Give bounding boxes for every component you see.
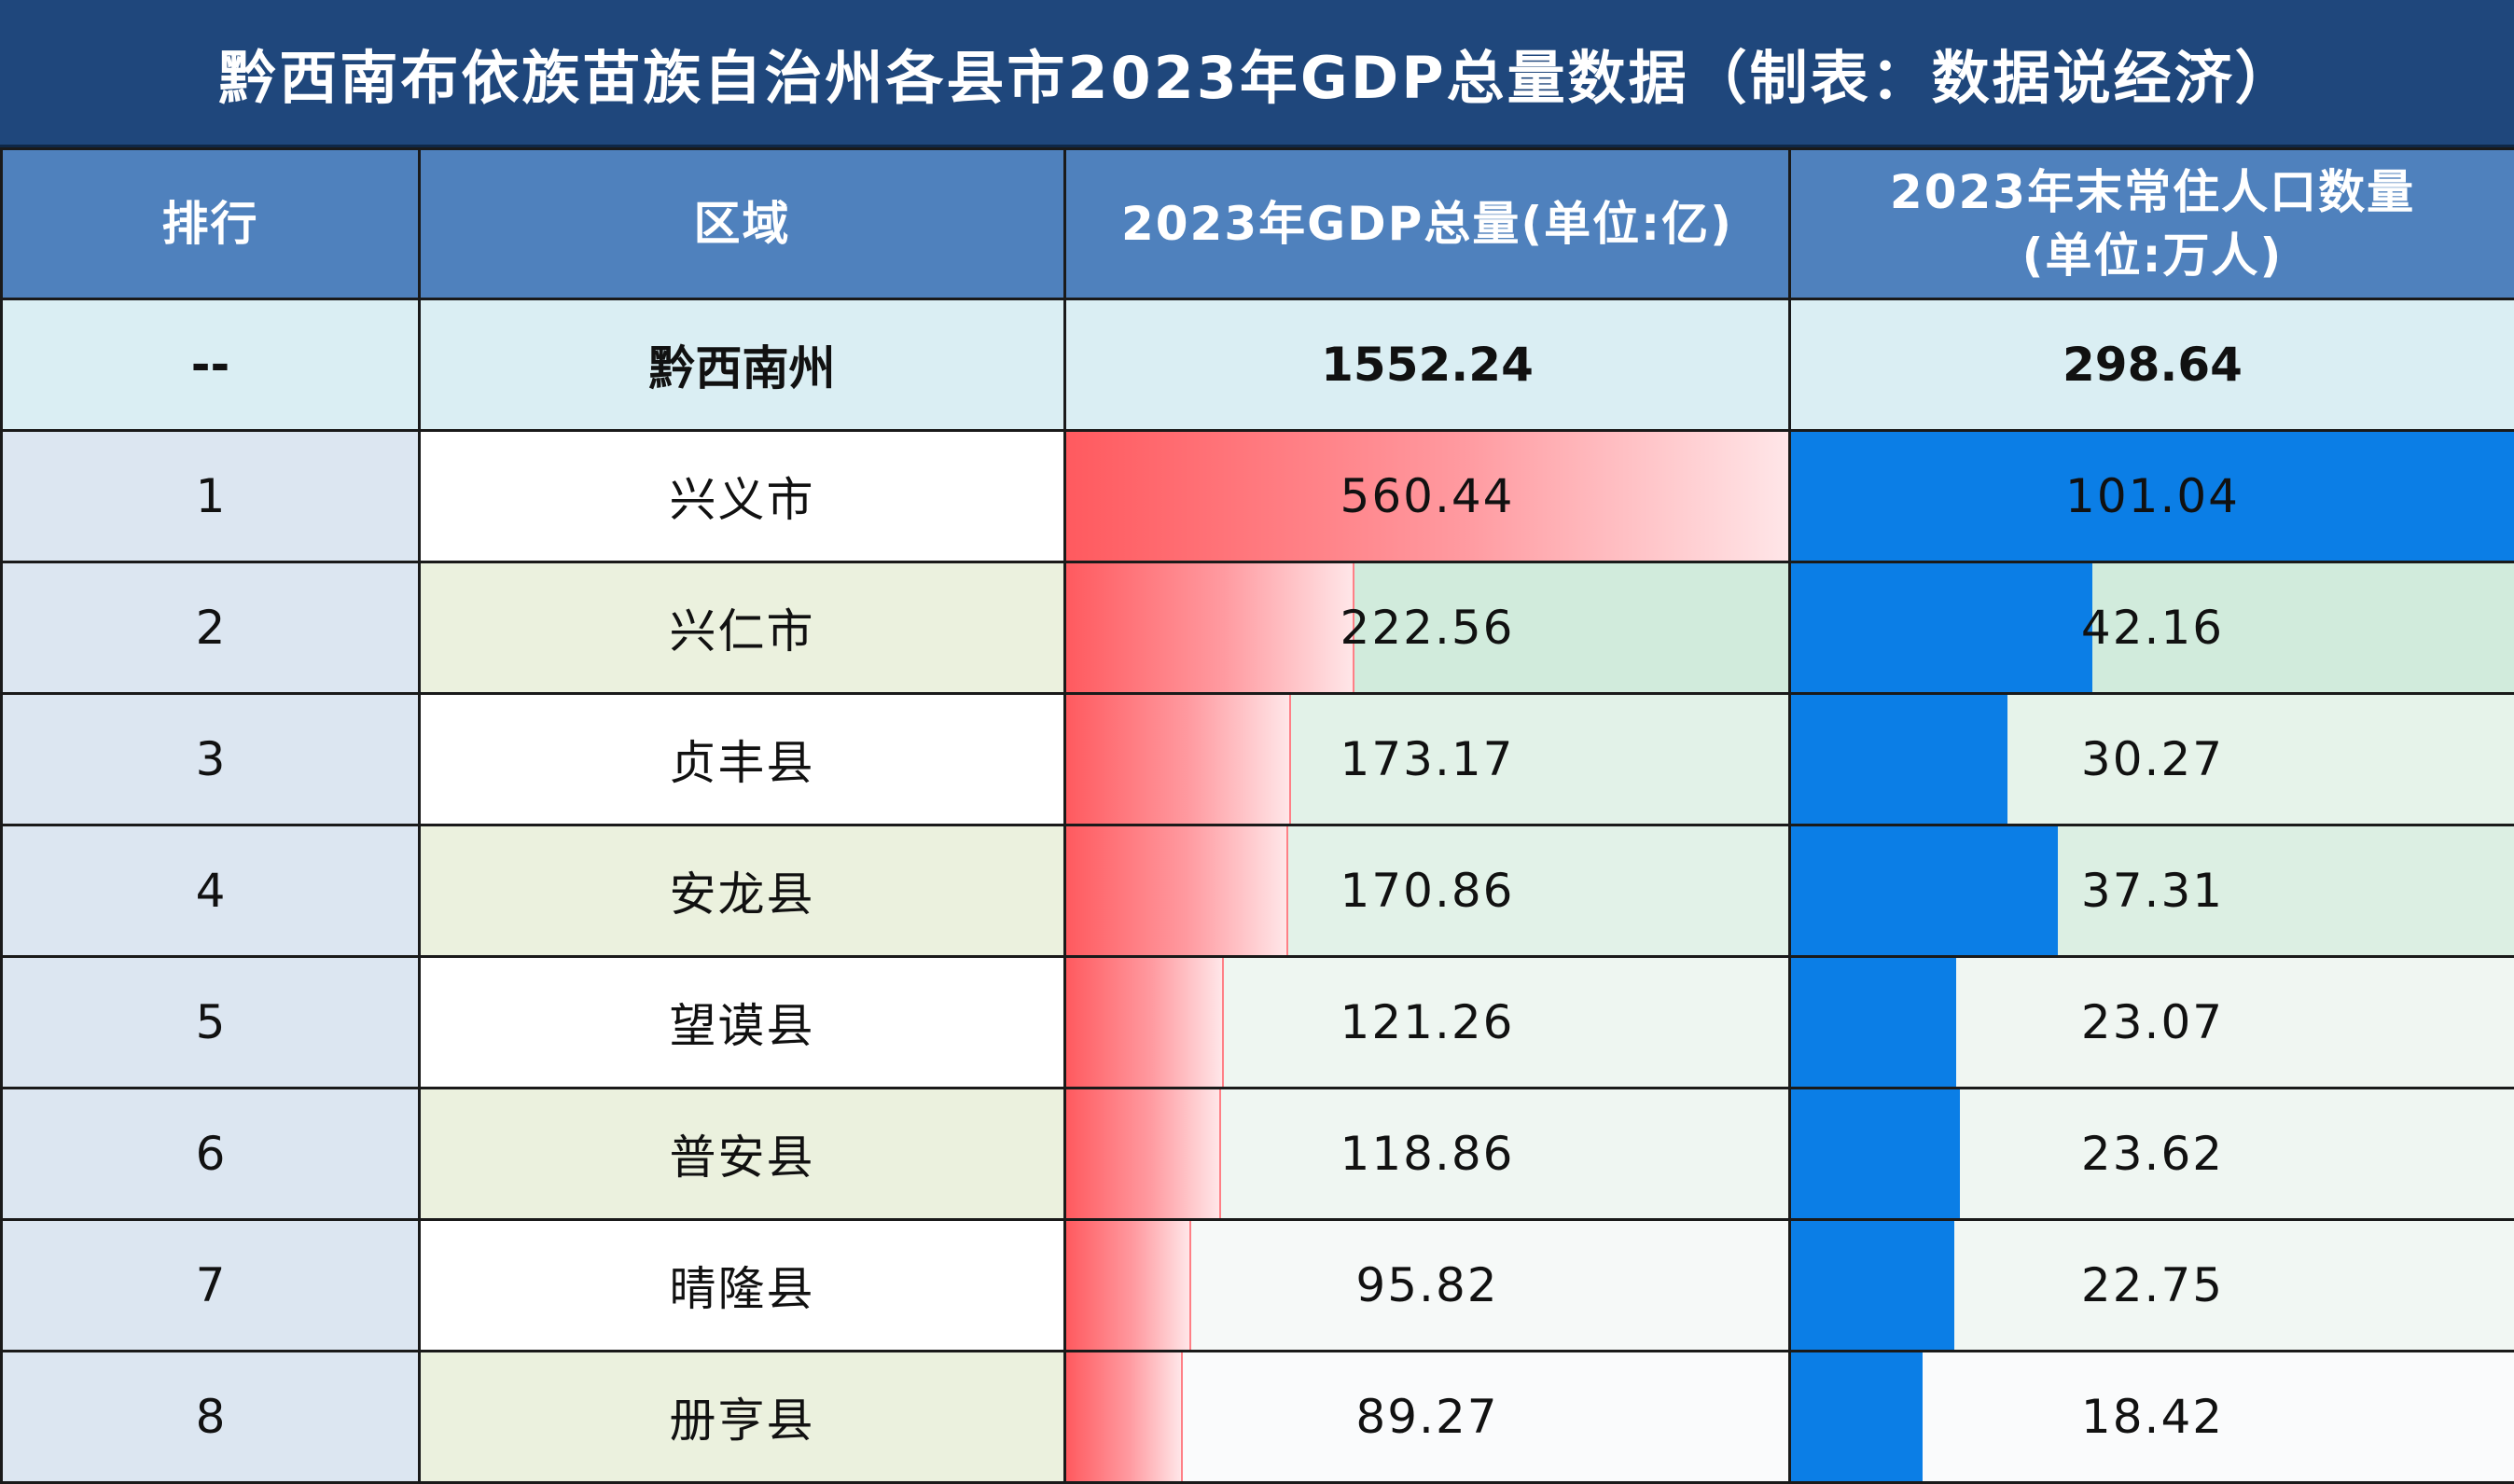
region-cell: 册亨县 [420,1352,1065,1483]
population-data-bar [1791,695,2007,824]
region-label: 兴义市 [670,473,815,527]
table-row: 5 望谟县 121.26 23.07 [2,957,2514,1089]
header-population: 2023年末常住人口数量 (单位:万人) [1790,149,2514,299]
region-cell: 贞丰县 [420,694,1065,825]
region-label: 安龙县 [670,867,815,922]
region-cell: 兴仁市 [420,562,1065,694]
gdp-cell: 173.17 [1065,694,1790,825]
gdp-value: 173.17 [1340,732,1515,786]
table-row: 6 普安县 118.86 23.62 [2,1089,2514,1220]
table-row: 3 贞丰县 173.17 30.27 [2,694,2514,825]
gdp-data-bar [1066,958,1224,1087]
population-cell: 42.16 [1790,562,2514,694]
rank-cell: 7 [2,1220,420,1352]
gdp-value: 560.44 [1340,469,1515,523]
gdp-value: 222.56 [1340,601,1515,655]
population-value: 42.16 [2081,601,2224,655]
table-row: 1 兴义市 560.44 101.04 [2,431,2514,562]
table-row: 7 晴隆县 95.82 22.75 [2,1220,2514,1352]
gdp-cell: 95.82 [1065,1220,1790,1352]
population-value: 30.27 [2081,732,2224,786]
total-rank: -- [2,299,420,431]
gdp-value: 95.82 [1355,1258,1498,1312]
population-value: 23.62 [2081,1127,2224,1181]
header-population-line2: (单位:万人) [1791,224,2514,287]
region-cell: 普安县 [420,1089,1065,1220]
gdp-data-bar [1066,1352,1183,1481]
gdp-value: 118.86 [1340,1127,1515,1181]
region-label: 晴隆县 [670,1262,815,1316]
rank-cell: 6 [2,1089,420,1220]
gdp-cell: 222.56 [1065,562,1790,694]
population-data-bar [1791,958,1956,1087]
gdp-data-bar [1066,563,1354,692]
region-cell: 晴隆县 [420,1220,1065,1352]
population-data-bar [1791,1221,1954,1350]
population-data-bar [1791,563,2092,692]
gdp-data-bar [1066,695,1291,824]
population-value: 18.42 [2081,1390,2224,1444]
population-cell: 23.07 [1790,957,2514,1089]
gdp-value: 170.86 [1340,864,1515,918]
header-population-line1: 2023年末常住人口数量 [1791,160,2514,224]
region-cell: 望谟县 [420,957,1065,1089]
header-region: 区域 [420,149,1065,299]
population-value: 23.07 [2081,995,2224,1049]
total-gdp: 1552.24 [1065,299,1790,431]
total-population: 298.64 [1790,299,2514,431]
population-cell: 18.42 [1790,1352,2514,1483]
gdp-cell: 560.44 [1065,431,1790,562]
rank-cell: 2 [2,562,420,694]
table-row: 2 兴仁市 222.56 42.16 [2,562,2514,694]
population-data-bar [1791,1352,1923,1481]
rank-cell: 5 [2,957,420,1089]
gdp-value: 89.27 [1355,1390,1498,1444]
population-cell: 101.04 [1790,431,2514,562]
table-row: 8 册亨县 89.27 18.42 [2,1352,2514,1483]
population-cell: 37.31 [1790,825,2514,957]
population-data-bar [1791,826,2058,955]
table-title: 黔西南布依族苗族自治州各县市2023年GDP总量数据（制表：数据说经济） [0,0,2514,147]
gdp-cell: 170.86 [1065,825,1790,957]
population-value: 22.75 [2081,1258,2224,1312]
total-row: -- 黔西南州 1552.24 298.64 [2,299,2514,431]
gdp-cell: 121.26 [1065,957,1790,1089]
population-value: 37.31 [2081,864,2224,918]
gdp-table: 排行 区域 2023年GDP总量(单位:亿) 2023年末常住人口数量 (单位:… [0,147,2514,1484]
gdp-data-bar [1066,1089,1221,1218]
region-label: 贞丰县 [670,736,815,790]
header-rank: 排行 [2,149,420,299]
rank-cell: 3 [2,694,420,825]
region-label: 普安县 [670,1130,815,1185]
gdp-value: 121.26 [1340,995,1515,1049]
population-cell: 22.75 [1790,1220,2514,1352]
rank-cell: 8 [2,1352,420,1483]
header-row: 排行 区域 2023年GDP总量(单位:亿) 2023年末常住人口数量 (单位:… [2,149,2514,299]
region-cell: 安龙县 [420,825,1065,957]
population-value: 101.04 [2065,469,2240,523]
gdp-data-bar [1066,826,1288,955]
table-row: 4 安龙县 170.86 37.31 [2,825,2514,957]
population-cell: 30.27 [1790,694,2514,825]
gdp-cell: 89.27 [1065,1352,1790,1483]
population-cell: 23.62 [1790,1089,2514,1220]
region-cell: 兴义市 [420,431,1065,562]
rank-cell: 4 [2,825,420,957]
population-data-bar [1791,1089,1960,1218]
gdp-data-bar [1066,1221,1191,1350]
gdp-cell: 118.86 [1065,1089,1790,1220]
header-gdp: 2023年GDP总量(单位:亿) [1065,149,1790,299]
rank-cell: 1 [2,431,420,562]
region-label: 望谟县 [670,999,815,1053]
region-label: 册亨县 [670,1394,815,1448]
total-region: 黔西南州 [420,299,1065,431]
region-label: 兴仁市 [670,604,815,659]
